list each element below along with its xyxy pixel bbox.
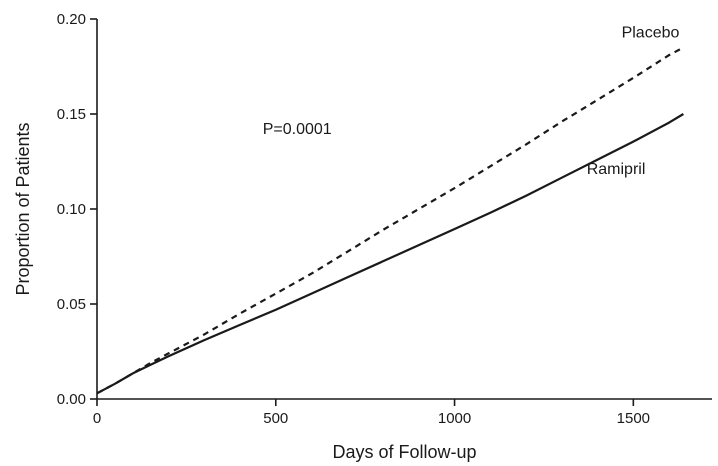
y-tick-label: 0.15: [57, 106, 86, 123]
labels-layer: Placebo Ramipril P=0.0001: [263, 25, 680, 179]
series-line-placebo: [96, 46, 684, 395]
series-label-placebo: Placebo: [622, 25, 680, 42]
p-value-annotation: P=0.0001: [263, 121, 332, 138]
y-ticks: 0.00 0.05 0.10 0.15 0.20: [57, 11, 97, 408]
series-line-ramipril: [96, 113, 684, 395]
x-ticks: 0 500 1000 1500: [93, 399, 650, 427]
x-tick-label: 1500: [617, 410, 650, 427]
y-tick-label: 0.05: [57, 296, 86, 313]
y-tick-label: 0.10: [57, 201, 86, 218]
x-tick-label: 500: [263, 410, 288, 427]
y-axis-title: Proportion of Patients: [13, 122, 33, 295]
y-tick-label: 0.20: [57, 11, 86, 28]
x-axis-title: Days of Follow-up: [332, 442, 476, 462]
x-tick-label: 1000: [438, 410, 471, 427]
y-tick-label: 0.00: [57, 391, 86, 408]
x-tick-label: 0: [93, 410, 101, 427]
series-layer: [96, 46, 684, 395]
series-label-ramipril: Ramipril: [587, 161, 646, 178]
